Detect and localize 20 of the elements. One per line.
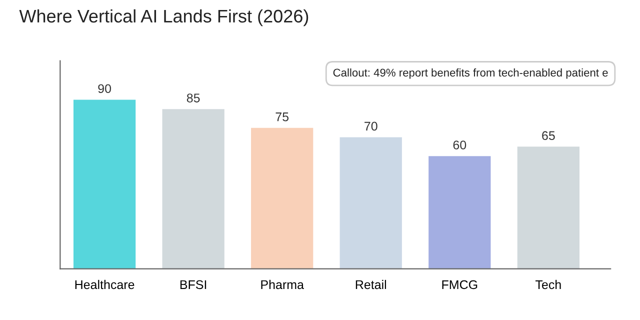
x-tick-label: Tech (536, 280, 561, 290)
data-label: 90 (98, 84, 112, 94)
bar (251, 128, 314, 269)
text: Callout: 49% report benefits from tech-enabled patient e (333, 68, 608, 79)
data-label: 60 (453, 140, 466, 150)
data-label: 70 (364, 122, 378, 131)
x-tick-label: Healthcare (75, 280, 134, 290)
bar (428, 156, 491, 269)
chart-title: Where Vertical AI Lands First (2026) (19, 9, 308, 26)
x-tick-label: Pharma (261, 280, 304, 290)
bar (162, 109, 224, 269)
data-label: 85 (186, 94, 200, 102)
data-label: 65 (542, 131, 555, 140)
bar (517, 146, 580, 269)
x-tick-label: BFSI (180, 280, 206, 290)
x-tick-label: FMCG (442, 280, 478, 290)
data-label: 75 (276, 112, 289, 122)
bar (340, 137, 402, 269)
bar (73, 100, 136, 269)
x-tick-label: Retail (356, 280, 386, 290)
